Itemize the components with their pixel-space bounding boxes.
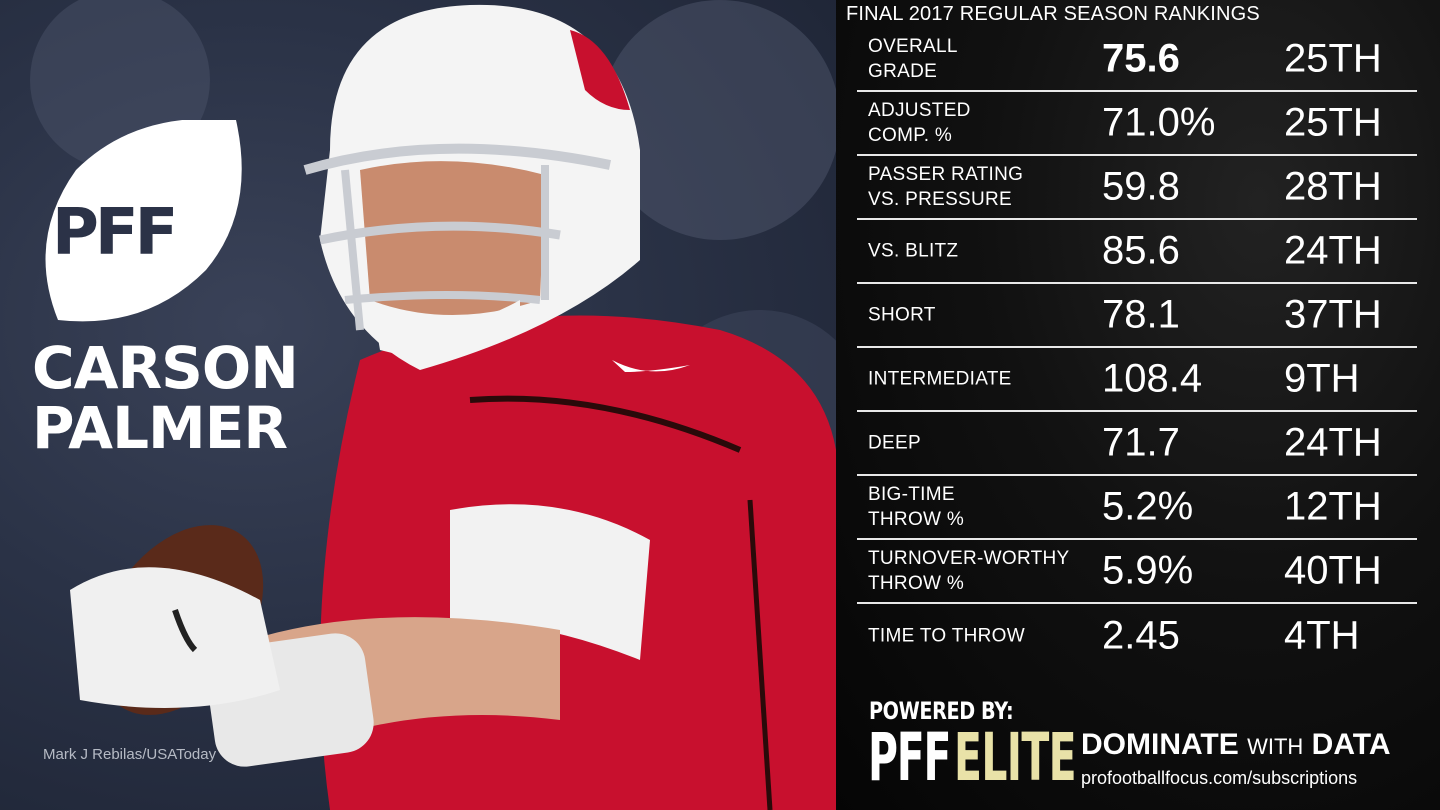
stat-row: SHORT 78.1 37TH [857, 284, 1417, 348]
photo-credit: Mark J Rebilas/USAToday [43, 746, 217, 763]
stat-rank: 24TH [1284, 420, 1382, 465]
stat-value: 5.2% [1102, 484, 1194, 529]
stats-table: OVERALL GRADE 75.6 25TH ADJUSTED COMP. %… [857, 28, 1417, 668]
stat-row: BIG-TIME THROW % 5.2% 12TH [857, 476, 1417, 540]
stat-label: OVERALL GRADE [868, 36, 958, 82]
stat-row: TIME TO THROW 2.45 4TH [857, 604, 1417, 668]
stat-rank: 40TH [1284, 548, 1382, 593]
stat-row: OVERALL GRADE 75.6 25TH [857, 28, 1417, 92]
stat-row: DEEP 71.7 24TH [857, 412, 1417, 476]
stat-row: INTERMEDIATE 108.4 9TH [857, 348, 1417, 412]
stat-value: 2.45 [1102, 613, 1180, 658]
player-photo: PFF CARSON PALMER Mark J Rebilas/USAToda… [0, 0, 836, 810]
tagline: DOMINATE WITH DATA [1081, 728, 1391, 762]
stat-rank: 37TH [1284, 292, 1382, 337]
stat-label: VS. BLITZ [868, 240, 959, 262]
stat-rank: 25TH [1284, 100, 1382, 145]
pff-brand: PFF [868, 719, 951, 796]
stats-panel: FINAL 2017 REGULAR SEASON RANKINGS OVERA… [836, 0, 1440, 810]
stat-row: ADJUSTED COMP. % 71.0% 25TH [857, 92, 1417, 156]
stat-value: 85.6 [1102, 228, 1180, 273]
subscription-url[interactable]: profootballfocus.com/subscriptions [1081, 768, 1358, 788]
stat-label: TIME TO THROW [868, 625, 1025, 647]
stat-row: TURNOVER-WORTHY THROW % 5.9% 40TH [857, 540, 1417, 604]
stat-value: 5.9% [1102, 548, 1194, 593]
stat-rank: 25TH [1284, 36, 1382, 81]
stats-panel-title: FINAL 2017 REGULAR SEASON RANKINGS [846, 3, 1260, 25]
stat-row: PASSER RATING VS. PRESSURE 59.8 28TH [857, 156, 1417, 220]
powered-by-label: POWERED BY: [869, 697, 1014, 725]
player-last-name: PALMER [32, 394, 288, 462]
tagline-dominate: DOMINATE [1081, 728, 1239, 761]
stat-value: 75.6 [1102, 36, 1180, 81]
stat-label: BIG-TIME THROW % [868, 484, 965, 530]
player-first-name: CARSON [32, 334, 299, 402]
stat-label: DEEP [868, 432, 921, 454]
stat-value: 78.1 [1102, 292, 1180, 337]
stat-label: TURNOVER-WORTHY THROW % [868, 548, 1070, 594]
stat-value: 71.0% [1102, 100, 1216, 145]
stat-label: SHORT [868, 304, 936, 326]
pff-logo: PFF [36, 120, 242, 326]
stat-rank: 9TH [1284, 356, 1360, 401]
tagline-data: DATA [1311, 728, 1391, 761]
tagline-with: WITH [1247, 734, 1304, 759]
stat-row: VS. BLITZ 85.6 24TH [857, 220, 1417, 284]
stat-label: INTERMEDIATE [868, 368, 1012, 390]
stat-rank: 24TH [1284, 228, 1382, 273]
quarterback-illustration [30, 0, 836, 810]
stat-label: ADJUSTED COMP. % [868, 100, 971, 146]
stat-value: 71.7 [1102, 420, 1180, 465]
player-name: CARSON PALMER [32, 334, 299, 462]
stat-label: PASSER RATING VS. PRESSURE [868, 164, 1024, 210]
stat-rank: 12TH [1284, 484, 1382, 529]
stat-rank: 4TH [1284, 613, 1360, 658]
elite-brand: ELITE [954, 719, 1077, 796]
stat-rank: 28TH [1284, 164, 1382, 209]
pff-logo-text: PFF [52, 196, 174, 270]
pff-football-logo-icon: PFF [45, 120, 242, 322]
stat-value: 108.4 [1102, 356, 1203, 401]
stat-value: 59.8 [1102, 164, 1180, 209]
